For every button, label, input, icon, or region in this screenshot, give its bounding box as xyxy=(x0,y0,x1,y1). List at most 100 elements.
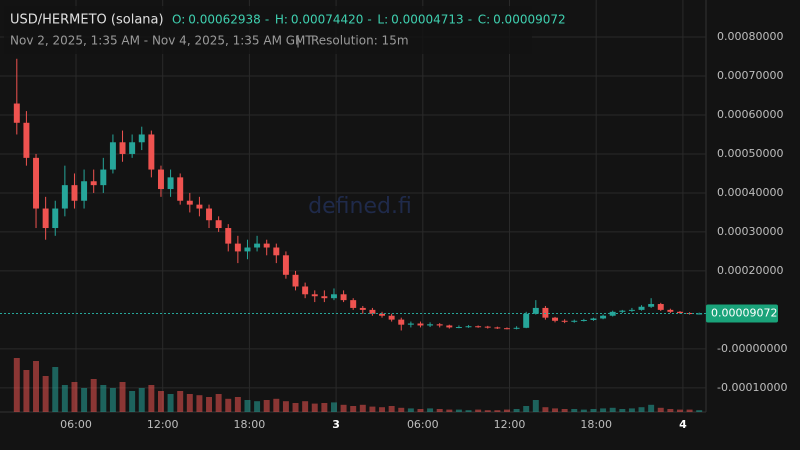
candle-body xyxy=(321,296,328,299)
volume-bar xyxy=(71,382,78,412)
watermark: defined.fi xyxy=(308,194,412,219)
ohlc-key: O: xyxy=(172,13,185,27)
candle-body xyxy=(311,294,318,297)
volume-bar xyxy=(196,395,203,412)
volume-bar xyxy=(523,406,530,412)
candle-body xyxy=(263,243,270,248)
candle-body xyxy=(52,208,59,229)
volume-bar xyxy=(648,404,655,412)
volume-bar xyxy=(359,404,366,412)
volume-bar xyxy=(657,407,664,412)
volume-bar xyxy=(177,391,184,412)
candle-body xyxy=(628,309,635,311)
ohlc-key: C: xyxy=(478,13,490,27)
candle-body xyxy=(71,185,78,201)
volume-bar xyxy=(302,401,309,412)
ohlc-dash: - xyxy=(367,13,371,27)
candle-body xyxy=(81,181,88,201)
candle-body xyxy=(657,304,664,310)
candle-body xyxy=(667,309,674,312)
last-price-label: 0.00009072 xyxy=(711,306,777,319)
volume-bar xyxy=(676,409,683,412)
candle-body xyxy=(33,157,40,209)
candle-body xyxy=(436,324,443,326)
volume-bar xyxy=(628,408,635,412)
volume-bar xyxy=(109,388,116,412)
ohlc-legend: O: 0.00062938- H: 0.00074420- L: 0.00004713- C… xyxy=(172,13,566,27)
volume-bar xyxy=(571,409,578,412)
y-tick-label: 0.00080000 xyxy=(717,30,783,43)
candle-body xyxy=(523,313,530,328)
candle-body xyxy=(225,228,232,244)
volume-bar xyxy=(273,398,280,412)
volume-bar xyxy=(417,409,424,412)
candle-body xyxy=(379,313,386,316)
candle-body xyxy=(129,142,136,154)
volume-bar xyxy=(455,409,462,412)
y-tick-label: 0.00040000 xyxy=(717,186,783,199)
x-tick-label: 4 xyxy=(679,418,687,431)
volume-bar xyxy=(513,409,520,412)
volume-bar xyxy=(129,391,136,412)
candle-body xyxy=(254,243,261,248)
candle-body xyxy=(282,255,289,275)
candle-body xyxy=(340,294,347,301)
y-tick-label: 0.00060000 xyxy=(717,108,783,121)
volume-bar xyxy=(696,410,703,412)
volume-bar xyxy=(446,409,453,412)
candle-body xyxy=(273,247,280,256)
candle-body xyxy=(196,204,203,209)
volume-bar xyxy=(475,409,482,412)
volume-bar xyxy=(206,397,213,412)
candle-body xyxy=(427,324,434,326)
subtitle: Nov 2, 2025, 1:35 AM - Nov 4, 2025, 1:35… xyxy=(10,34,313,48)
candle-body xyxy=(465,326,472,328)
volume-bar xyxy=(23,370,30,412)
candle-body xyxy=(23,122,30,158)
volume-bar xyxy=(138,388,145,412)
volume-bar xyxy=(292,403,299,412)
candle-body xyxy=(350,300,357,308)
header-bg xyxy=(4,6,532,54)
separator: | xyxy=(296,34,300,48)
candle-body xyxy=(119,142,126,154)
candle-body xyxy=(177,177,184,201)
candle-body xyxy=(552,317,559,321)
candle-body xyxy=(109,142,116,170)
volume-bar xyxy=(379,407,386,412)
ohlc-dash: - xyxy=(468,13,472,27)
volume-bar xyxy=(561,409,568,412)
ohlc-dash: - xyxy=(265,13,269,27)
candle-body xyxy=(148,134,155,170)
volume-bar xyxy=(494,410,501,412)
y-tick-label: -0.00010000 xyxy=(717,381,787,394)
candle-body xyxy=(13,103,20,123)
x-tick-label: 12:00 xyxy=(494,418,526,431)
volume-bar xyxy=(234,397,241,412)
candle-body xyxy=(600,315,607,319)
candle-body xyxy=(157,169,164,190)
candle-body xyxy=(302,286,309,295)
volume-bar xyxy=(13,358,20,412)
marks xyxy=(13,58,703,412)
candle-body xyxy=(513,327,520,329)
volume-bar xyxy=(225,398,232,412)
volume-bar xyxy=(100,385,107,412)
candle-body xyxy=(455,327,462,329)
candle-body xyxy=(359,307,366,310)
candle-body xyxy=(676,311,683,313)
candle-body xyxy=(648,304,655,307)
volume-bar xyxy=(638,407,645,412)
candle-body xyxy=(696,313,703,315)
volume-bar xyxy=(667,409,674,412)
candle-body xyxy=(446,325,453,328)
candle-body xyxy=(532,307,539,314)
candle-body xyxy=(407,323,414,325)
volume-bar xyxy=(263,400,270,412)
candle-body xyxy=(417,323,424,326)
candle-body xyxy=(167,177,174,190)
candle-body xyxy=(475,326,482,328)
ohlc-value: 0.00009072 xyxy=(493,13,566,27)
